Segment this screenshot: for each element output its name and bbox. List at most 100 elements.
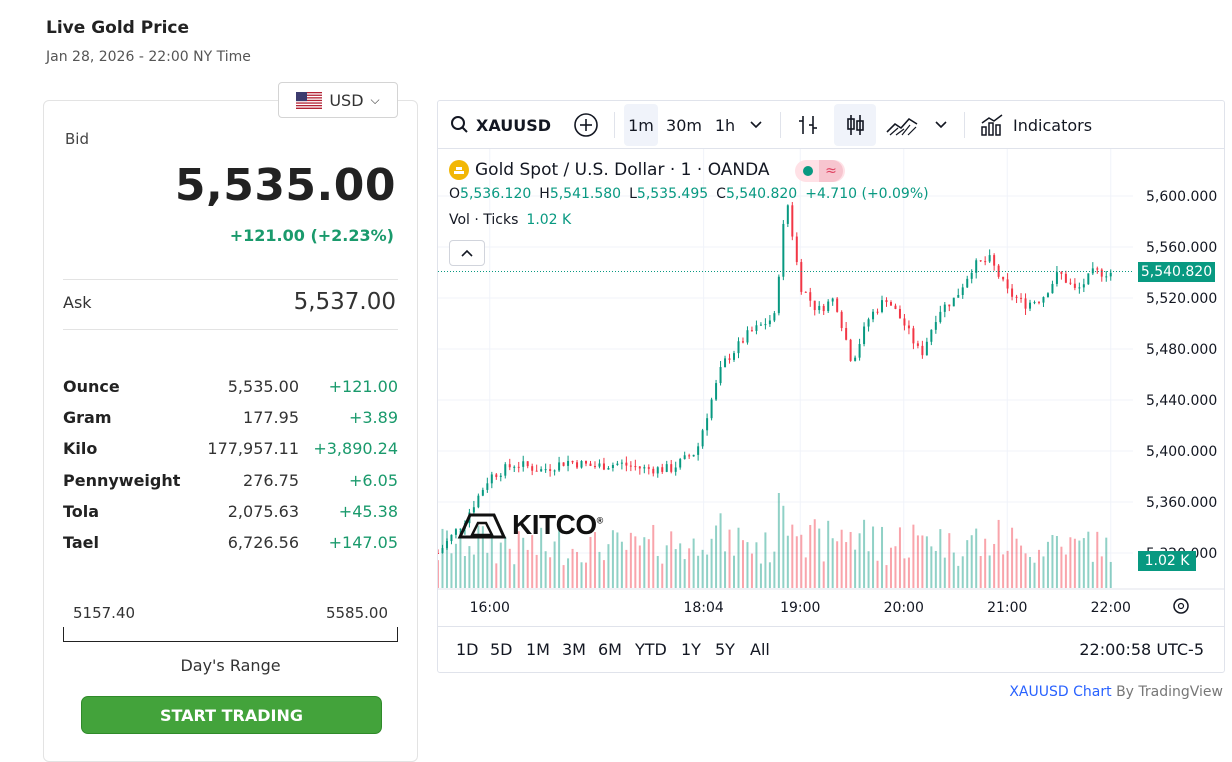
range-tab-5d[interactable]: 5D [490, 639, 513, 659]
collapse-legend-button[interactable] [449, 240, 485, 266]
interval-1h[interactable]: 1h [714, 115, 736, 135]
candle-body [1060, 272, 1063, 274]
chart-type-button[interactable] [882, 104, 922, 146]
candle-body [1002, 276, 1005, 280]
unit-change: +45.38 [338, 501, 398, 521]
volume-bar [733, 555, 736, 588]
chevron-down-icon [935, 121, 947, 129]
volume-bar [499, 542, 502, 588]
bar-replay-button[interactable] [790, 104, 826, 146]
volume-bar [576, 551, 579, 588]
candle-body [504, 464, 507, 476]
range-tab-1d[interactable]: 1D [456, 639, 479, 659]
range-tab-1m[interactable]: 1M [526, 639, 550, 659]
candle-body [634, 466, 637, 468]
candle-body [800, 262, 803, 292]
volume-bar [728, 529, 731, 588]
candle-body [791, 205, 794, 237]
candle-body [768, 320, 771, 325]
candle-body [535, 470, 538, 472]
volume-bar [755, 542, 758, 588]
chart-clock[interactable]: 22:00:58 UTC-5 [1079, 639, 1204, 659]
unit-price: 177.95 [243, 408, 299, 428]
divider [780, 112, 781, 138]
compare-symbol-button[interactable] [569, 104, 603, 146]
candle-body [782, 223, 785, 277]
market-status-badge[interactable]: ≈ [795, 160, 845, 182]
candle-body [643, 467, 646, 469]
candle-body [611, 464, 614, 469]
interval-1m[interactable]: 1m [624, 104, 658, 146]
interval-dropdown[interactable] [744, 104, 768, 146]
range-tab-ytd[interactable]: YTD [635, 639, 667, 659]
volume-bar [706, 554, 709, 588]
candle-body [822, 305, 825, 312]
kitco-wordmark: KITCO® [512, 509, 603, 541]
candles-style-button[interactable] [834, 104, 876, 146]
chart-legend-title: Gold Spot / U.S. Dollar · 1 · OANDA [449, 160, 770, 180]
range-tab-1y[interactable]: 1Y [681, 639, 701, 659]
volume-bar [970, 535, 973, 588]
symbol-search-button[interactable]: XAUUSD [444, 104, 554, 146]
candle-body [692, 454, 695, 457]
candle-body [1096, 268, 1099, 270]
candle-body [952, 297, 955, 307]
candle-body [481, 489, 484, 496]
interval-30m[interactable]: 30m [666, 115, 702, 135]
volume-bar [620, 541, 623, 588]
range-tab-5y[interactable]: 5Y [715, 639, 735, 659]
xauusd-chart-link[interactable]: XAUUSD Chart [1009, 684, 1112, 700]
candle-body [858, 344, 861, 358]
volume-bar [1091, 561, 1094, 588]
currency-select[interactable]: USD ⌵ [278, 82, 398, 118]
candle-body [795, 236, 798, 263]
volume-bar [930, 546, 933, 588]
candle-body [571, 460, 574, 463]
volume-bar [786, 535, 789, 588]
volume-bar [679, 543, 682, 588]
candle-body [925, 341, 928, 356]
volume-bar [1064, 554, 1067, 588]
range-tab-6m[interactable]: 6M [598, 639, 622, 659]
price-chart[interactable]: 5,600.000 5,560.000 5,520.000 5,480.000 5,44… [438, 149, 1224, 625]
bid-change: +121.00 (+2.23%) [229, 226, 394, 245]
close-label: C [716, 186, 726, 202]
range-tab-all[interactable]: All [750, 639, 770, 659]
settings-gear-icon[interactable] [1173, 598, 1189, 614]
candle-body [495, 474, 498, 477]
divider [964, 112, 965, 138]
candle-body [948, 304, 951, 307]
volume-bar [674, 549, 677, 588]
volume-legend: Vol · Ticks 1.02 K [449, 212, 571, 228]
market-open-dot-icon [803, 166, 813, 176]
divider [63, 329, 398, 330]
candle-body [638, 466, 641, 469]
candle-body [786, 205, 789, 224]
volume-bar [638, 545, 641, 588]
candle-body [916, 343, 919, 346]
candle-body [1073, 283, 1076, 288]
volume-bar [454, 543, 457, 588]
ohlc-values: O5,536.120 H5,541.580 L5,535.495 C5,540.… [449, 186, 929, 202]
indicators-button[interactable]: Indicators [974, 104, 1104, 146]
volume-bar [661, 563, 664, 588]
candle-body [472, 507, 475, 513]
candle-body [993, 255, 996, 266]
unit-name: Kilo [63, 439, 98, 459]
volume-bar [477, 525, 480, 588]
candle-body [513, 466, 516, 468]
start-trading-button[interactable]: START TRADING [81, 696, 382, 734]
candle-body [903, 318, 906, 326]
range-tab-3m[interactable]: 3M [562, 639, 586, 659]
candle-body [616, 463, 619, 465]
y-tick-label: 5,440.000 [1146, 393, 1217, 409]
candle-body [1087, 273, 1090, 285]
candle-body [665, 464, 668, 472]
close-value: 5,540.820 [725, 186, 798, 202]
volume-bar [1078, 540, 1081, 588]
chart-type-dropdown[interactable] [930, 104, 952, 146]
candle-body [1091, 268, 1094, 274]
volume-bar [921, 535, 924, 588]
candle-body [683, 455, 686, 460]
candle-body [438, 553, 439, 554]
